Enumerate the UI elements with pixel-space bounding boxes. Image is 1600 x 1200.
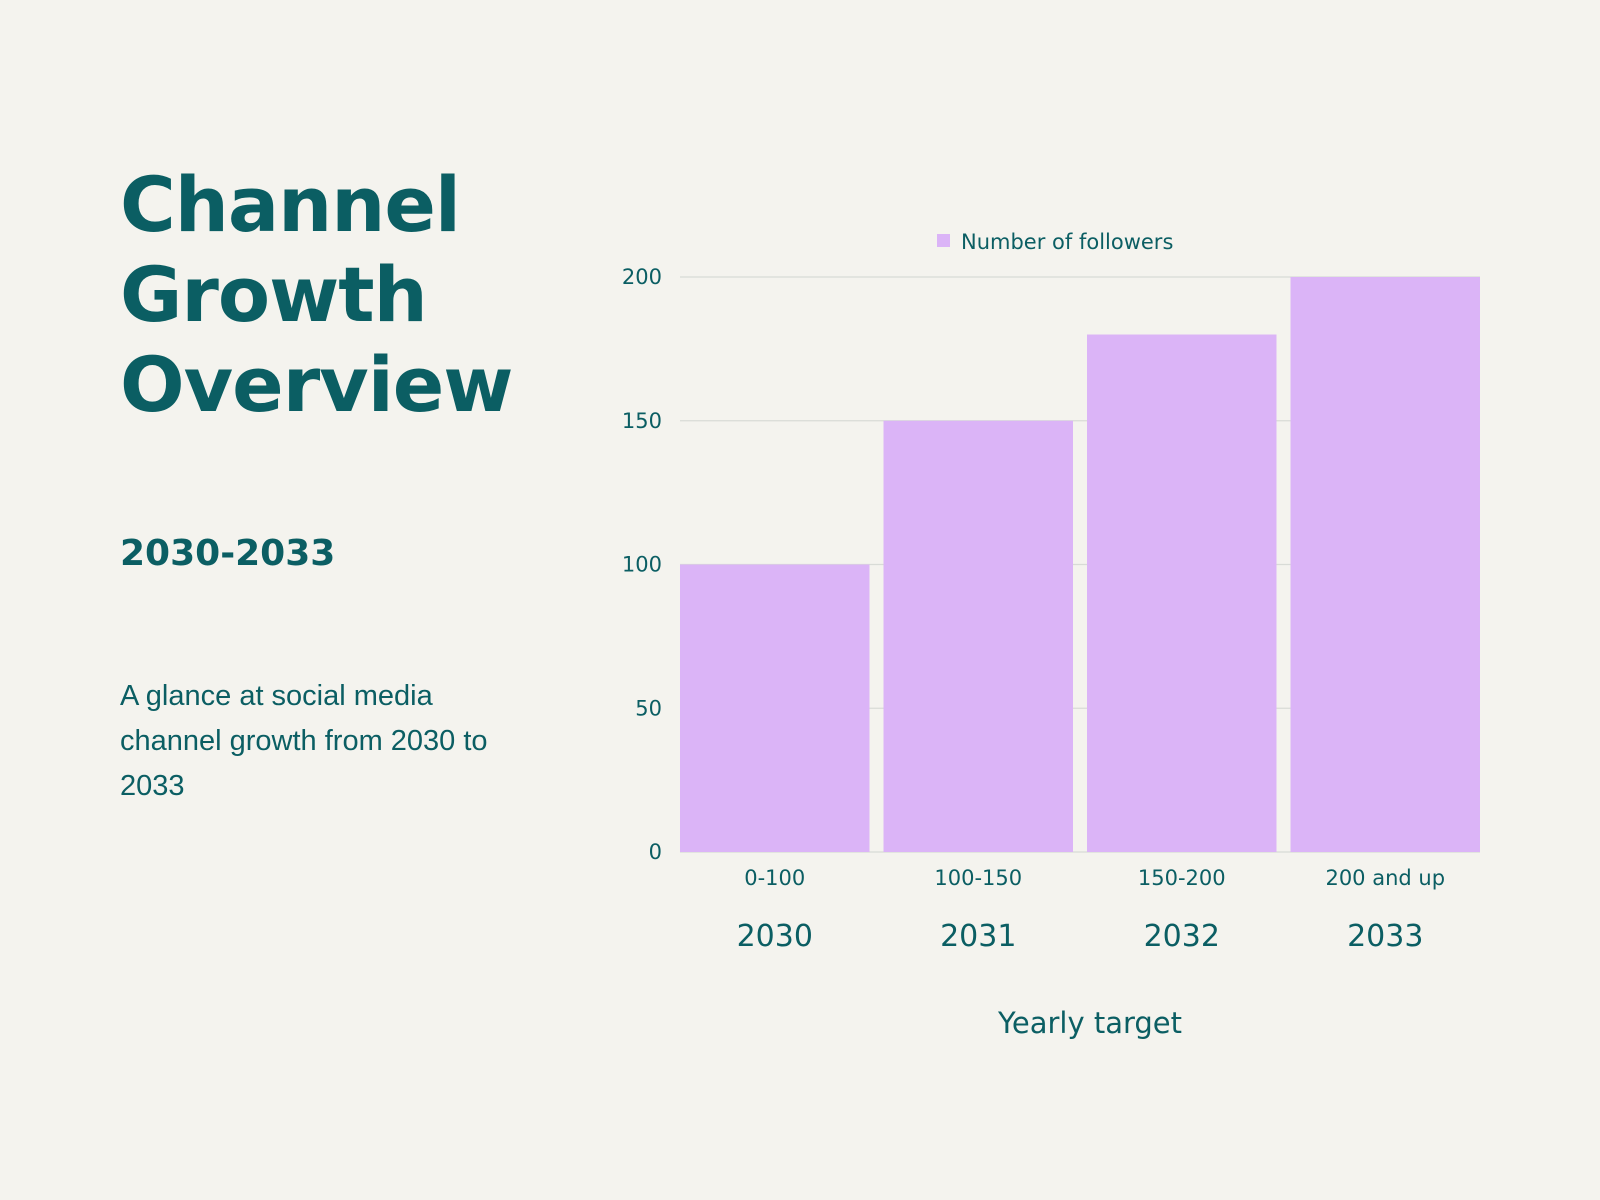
year-label: 2031: [940, 919, 1016, 954]
slide-description: A glance at social media channel growth …: [120, 680, 488, 802]
y-tick-label: 200: [622, 265, 662, 289]
x-tick-label: 0-100: [744, 866, 805, 890]
bar-2030: [680, 564, 870, 852]
x-tick-label: 100-150: [934, 866, 1022, 890]
slide-title: Channel Growth Overview: [120, 160, 514, 429]
x-tick-label: 200 and up: [1325, 866, 1445, 890]
legend-swatch-number-of-followers: [937, 234, 950, 247]
bar-2031: [883, 420, 1073, 852]
title-block: Channel Growth Overview: [120, 160, 540, 430]
year-label: 2032: [1144, 919, 1220, 954]
bars: [680, 277, 1480, 852]
year-label: 2030: [737, 919, 813, 954]
y-tick-label: 50: [635, 696, 662, 720]
legend-label: Number of followers: [961, 230, 1173, 254]
bar-2032: [1087, 334, 1277, 852]
slide-subtitle: 2030-2033: [120, 533, 336, 574]
x-tick-label: 150-200: [1138, 866, 1226, 890]
x-axis-ticks: 0-100 2030 100-150 2031 150-200 2032 200 and u…: [737, 866, 1445, 954]
y-tick-label: 150: [622, 409, 662, 433]
y-axis-ticks: 0 50 100 150 200: [622, 265, 662, 864]
legend: Number of followers: [937, 230, 1173, 254]
y-tick-label: 0: [649, 840, 662, 864]
y-tick-label: 100: [622, 553, 662, 577]
bar-2033: [1290, 277, 1480, 852]
year-label: 2033: [1347, 919, 1423, 954]
x-axis-title: Yearly target: [997, 1006, 1182, 1040]
